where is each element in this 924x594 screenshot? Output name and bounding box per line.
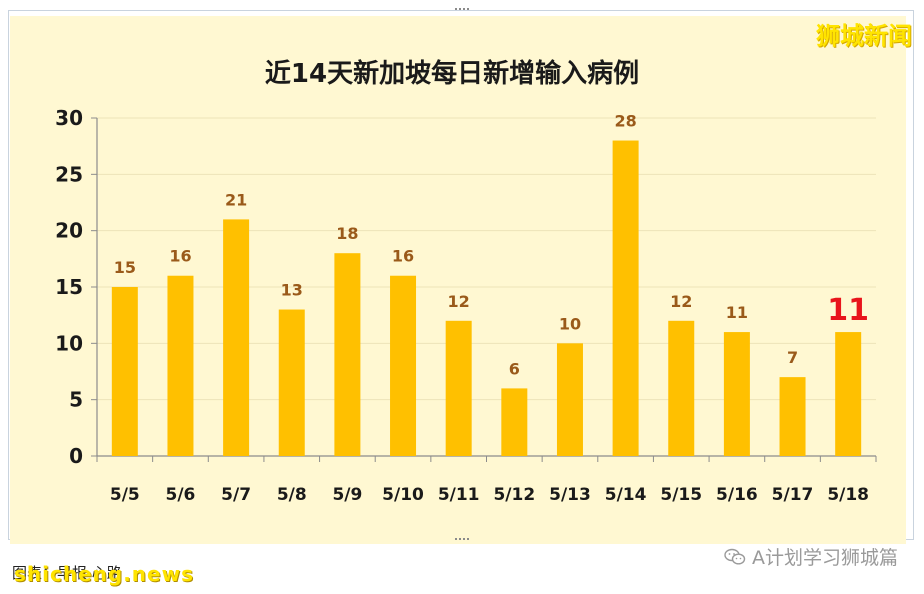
value-label-5/9: 18 [336,224,358,243]
x-tick-label-5/18: 5/18 [827,485,869,505]
axes [91,117,877,462]
value-label-5/14: 28 [614,112,636,131]
bars [111,140,862,457]
y-tick-label: 30 [55,106,83,130]
x-tick-label-5/8: 5/8 [277,485,307,505]
value-label-5/10: 16 [392,247,414,266]
value-label-5/13: 10 [559,314,581,333]
value-label-5/5: 15 [114,258,136,277]
value-label-5/12: 6 [509,359,520,378]
bar-5/13 [556,343,583,456]
grid-lines [97,117,876,401]
value-label-5/15: 12 [670,292,692,311]
value-label-5/16: 11 [726,303,748,322]
value-label-5/7: 21 [225,190,247,209]
value-label-5/8: 13 [281,281,303,300]
value-label-5/6: 16 [169,247,191,266]
x-tick-label-5/17: 5/17 [772,485,814,505]
chart-title: 近14天新加坡每日新增输入病例 [265,58,639,89]
wechat-icon [724,548,746,565]
x-tick-label-5/15: 5/15 [660,485,702,505]
value-label-5/18: 11 [827,293,869,328]
x-tick-label-5/13: 5/13 [549,485,591,505]
y-tick-label: 10 [55,331,83,355]
bar-5/11 [445,320,472,456]
value-label-5/17: 7 [787,348,798,367]
x-tick-label-5/9: 5/9 [332,485,362,505]
bar-5/16 [723,332,750,456]
bar-5/17 [779,377,806,456]
x-tick-label-5/11: 5/11 [438,485,480,505]
value-label-5/11: 12 [448,292,470,311]
site-watermark: shicheng.news [14,562,194,586]
x-tick-label-5/10: 5/10 [382,485,424,505]
bar-5/14 [612,140,639,457]
bar-5/10 [390,275,417,456]
y-axis-ticks: 0 5 10 15 20 25 30 [55,106,83,468]
resize-handle-bottom[interactable] [455,538,469,544]
x-axis-ticks: 5/5 5/6 5/7 5/8 5/9 5/10 5/11 5/12 5/13 5/14 5/15 5… [110,485,869,505]
watermark-logo: 狮城新闻 [816,22,912,50]
y-tick-label: 0 [69,444,83,468]
wechat-account: A计划学习狮城篇 [724,543,898,570]
x-tick-label-5/7: 5/7 [221,485,251,505]
y-tick-label: 5 [69,388,83,412]
bar-5/9 [334,253,361,456]
x-tick-label-5/14: 5/14 [605,485,647,505]
x-tick-label-5/16: 5/16 [716,485,758,505]
bar-5/15 [668,320,695,456]
data-labels: 15 16 21 13 18 16 12 6 10 28 12 11 7 11 [114,112,869,379]
bar-5/7 [223,219,250,456]
bar-5/6 [167,275,194,456]
bar-5/18 [835,332,862,456]
x-tick-label-5/12: 5/12 [493,485,535,505]
resize-handle-top[interactable] [455,8,469,14]
y-tick-label: 20 [55,219,83,243]
chart-credit: 图表：早报 心路 [12,564,122,582]
y-tick-label: 25 [55,162,83,186]
bar-5/5 [111,287,138,456]
bar-5/12 [501,388,528,456]
y-tick-label: 15 [55,275,83,299]
x-tick-label-5/5: 5/5 [110,485,140,505]
bar-5/8 [278,309,305,456]
x-tick-label-5/6: 5/6 [166,485,196,505]
wechat-account-name: A计划学习狮城篇 [752,547,898,569]
